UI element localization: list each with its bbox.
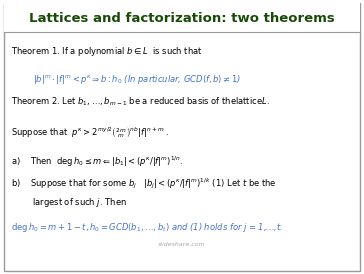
FancyBboxPatch shape <box>4 3 360 271</box>
Text: b)    Suppose that for some $b_j$   $|b_j| < \left(p^{\kappa}/|f|^m\right)^{1/k}: b) Suppose that for some $b_j$ $|b_j| < … <box>11 177 277 191</box>
Text: slideshare.com: slideshare.com <box>158 242 206 247</box>
FancyBboxPatch shape <box>4 1 360 33</box>
Text: a)    Then  $\deg h_0 \leq m \Leftarrow |b_1| < \left(p^{\kappa}/|f|^m\right)^{1: a) Then $\deg h_0 \leq m \Leftarrow |b_1… <box>11 155 183 169</box>
Text: $\deg h_0 = m+1-t, h_0 = GCD(b_1,\ldots,b_t)$ and (1) holds for j = 1,...,t.: $\deg h_0 = m+1-t, h_0 = GCD(b_1,\ldots,… <box>11 221 283 233</box>
Text: Suppose that  $p^{\kappa} > 2^{my/2}\binom{2m}{m}^{nb}|f|^{n+m}$ .: Suppose that $p^{\kappa} > 2^{my/2}\bino… <box>11 125 169 140</box>
Text: $|b|^m \cdot |f|^m < p^{\kappa} \Rightarrow b{:}h_0$ (In particular, $GCD(f, b) : $|b|^m \cdot |f|^m < p^{\kappa} \Rightar… <box>33 73 241 85</box>
Text: Theorem 1. If a polynomial $b \in L$  is such that: Theorem 1. If a polynomial $b \in L$ is … <box>11 45 203 58</box>
Text: Lattices and factorization: two theorems: Lattices and factorization: two theorems <box>29 12 335 25</box>
Text: largest of such $j$. Then: largest of such $j$. Then <box>11 196 127 209</box>
Text: Theorem 2. Let $b_1,\ldots,b_{m-1}$ be a reduced basis of thelattice$L$.: Theorem 2. Let $b_1,\ldots,b_{m-1}$ be a… <box>11 96 270 109</box>
